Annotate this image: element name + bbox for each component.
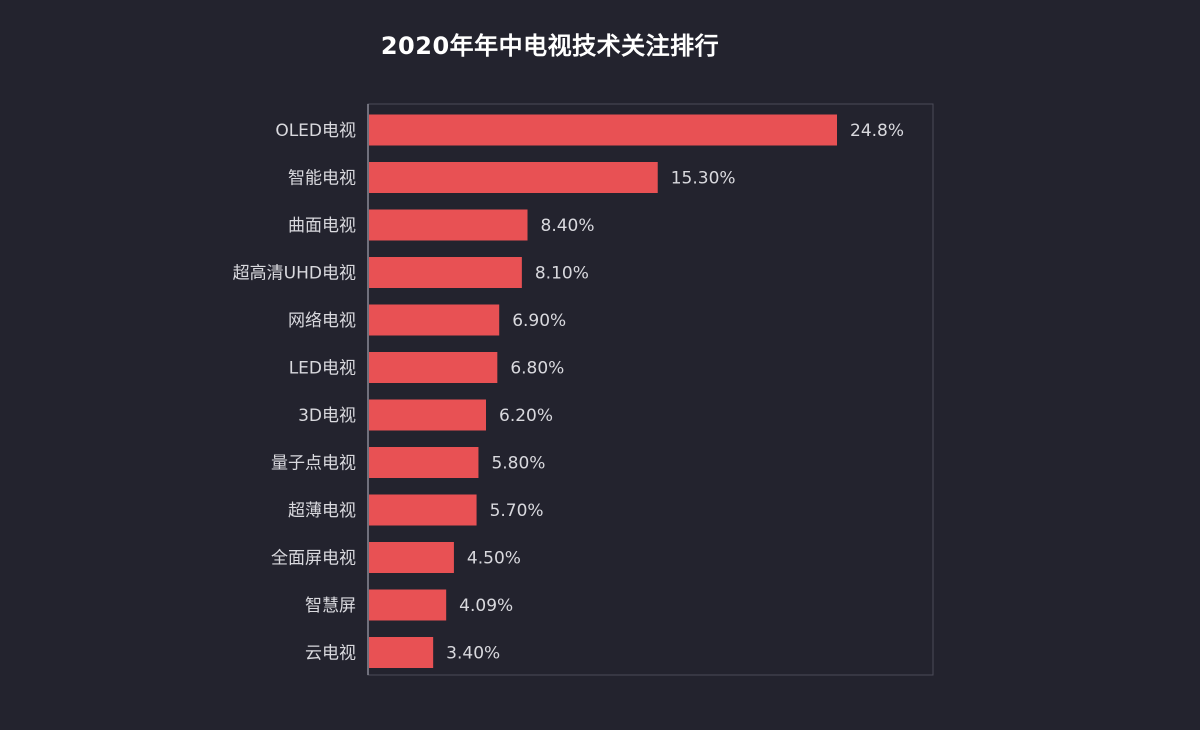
bar xyxy=(369,257,522,288)
value-label: 6.90% xyxy=(512,311,566,331)
bar xyxy=(369,304,500,336)
bar xyxy=(369,162,658,193)
value-label: 24.8% xyxy=(850,121,904,141)
category-label: OLED电视 xyxy=(275,121,356,141)
bar xyxy=(369,542,454,573)
value-label: 5.80% xyxy=(491,454,545,474)
category-label: LED电视 xyxy=(289,359,356,379)
category-label: 超高清UHD电视 xyxy=(233,264,356,284)
category-label: 网络电视 xyxy=(288,311,356,331)
bar xyxy=(369,637,434,668)
bar xyxy=(369,399,486,431)
category-label: 3D电视 xyxy=(298,406,356,426)
category-label: 超薄电视 xyxy=(288,501,356,521)
bar xyxy=(369,447,479,478)
value-label: 15.30% xyxy=(671,169,736,189)
value-label: 5.70% xyxy=(490,501,544,521)
bar xyxy=(369,494,477,526)
bar xyxy=(369,114,837,146)
bar xyxy=(369,352,498,383)
value-label: 3.40% xyxy=(446,644,500,664)
value-label: 8.40% xyxy=(541,216,595,236)
category-label: 云电视 xyxy=(305,644,356,664)
value-label: 4.09% xyxy=(459,596,513,616)
bar xyxy=(369,209,528,241)
category-label: 量子点电视 xyxy=(271,454,356,474)
value-label: 6.20% xyxy=(499,406,553,426)
value-label: 8.10% xyxy=(535,264,589,284)
category-label: 全面屏电视 xyxy=(271,549,356,569)
value-label: 4.50% xyxy=(467,549,521,569)
bar xyxy=(369,589,447,621)
category-label: 智慧屏 xyxy=(305,596,356,616)
chart-title: 2020年年中电视技术关注排行 xyxy=(380,32,720,60)
category-label: 智能电视 xyxy=(288,169,356,189)
category-label: 曲面电视 xyxy=(288,216,356,236)
value-label: 6.80% xyxy=(510,359,564,379)
